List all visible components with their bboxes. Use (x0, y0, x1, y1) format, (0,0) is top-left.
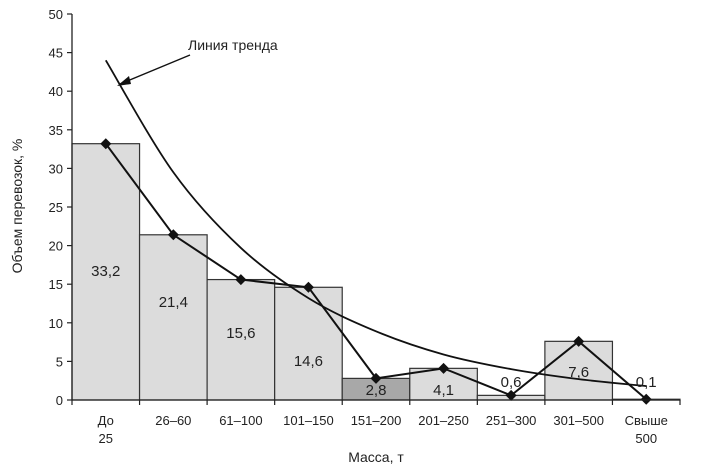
data-label: 4,1 (433, 382, 454, 399)
x-tick-label: 101–150 (283, 413, 334, 428)
data-label: 14,6 (294, 353, 323, 370)
x-tick-label: 301–500 (553, 413, 604, 428)
series-point (302, 281, 314, 293)
y-tick-label: 15 (49, 277, 63, 292)
y-tick-label: 50 (49, 7, 63, 22)
y-tick-label: 0 (56, 393, 63, 408)
data-label: 2,8 (366, 382, 387, 399)
data-labels-layer: 33,2 21,4 15,6 14,6 2,8 4,1 0,6 7,6 0,1 (91, 263, 656, 399)
series-point (167, 229, 179, 241)
y-tick-label: 35 (49, 123, 63, 138)
y-tick-label: 5 (56, 354, 63, 369)
x-tick-label: 500 (635, 431, 657, 446)
bar (138, 234, 208, 401)
trendline-annotation-arrow (119, 54, 191, 85)
series-point (505, 389, 517, 401)
data-label: 7,6 (568, 364, 589, 381)
y-axis-title: Объем перевозок, % (9, 139, 25, 274)
trendline-annotation-arrowhead (117, 76, 131, 86)
x-tick-label: 26–60 (155, 413, 191, 428)
y-tick-label: 20 (49, 239, 63, 254)
trendline-layer (105, 59, 647, 387)
series-point (640, 393, 652, 405)
axes-layer: 0 5 10 15 20 25 30 35 40 45 50 До 25 26–60 61–100 101–1… (49, 7, 681, 446)
data-label: 15,6 (226, 325, 255, 342)
series-point (100, 138, 112, 150)
x-axis-title: Масса, т (348, 449, 404, 465)
bar (71, 143, 141, 401)
trendline (105, 59, 647, 387)
x-tick-label: 61–100 (219, 413, 262, 428)
data-label: 21,4 (159, 294, 188, 311)
data-label: 33,2 (91, 263, 120, 280)
series-point (370, 372, 382, 384)
x-tick-label: 151–200 (351, 413, 402, 428)
trendline-annotation: Линия тренда (188, 37, 278, 53)
y-tick-label: 40 (49, 84, 63, 99)
series-point (573, 335, 585, 347)
bars-layer (71, 143, 681, 401)
x-tick-label: Свыше (625, 413, 668, 428)
x-tick-label: До (98, 413, 114, 428)
x-tick-label: 201–250 (418, 413, 469, 428)
bar (274, 286, 343, 401)
y-tick-label: 25 (49, 200, 63, 215)
data-label: 0,6 (501, 374, 522, 391)
bar (206, 278, 276, 401)
y-tick-label: 10 (49, 316, 63, 331)
series-line-layer (100, 138, 652, 405)
y-tick-label: 30 (49, 161, 63, 176)
x-tick-label: 25 (99, 431, 113, 446)
data-label: 0,1 (636, 374, 657, 391)
series-point (235, 274, 247, 286)
x-tick-label: 251–300 (486, 413, 537, 428)
y-tick-label: 45 (49, 46, 63, 61)
series-point (438, 362, 450, 374)
